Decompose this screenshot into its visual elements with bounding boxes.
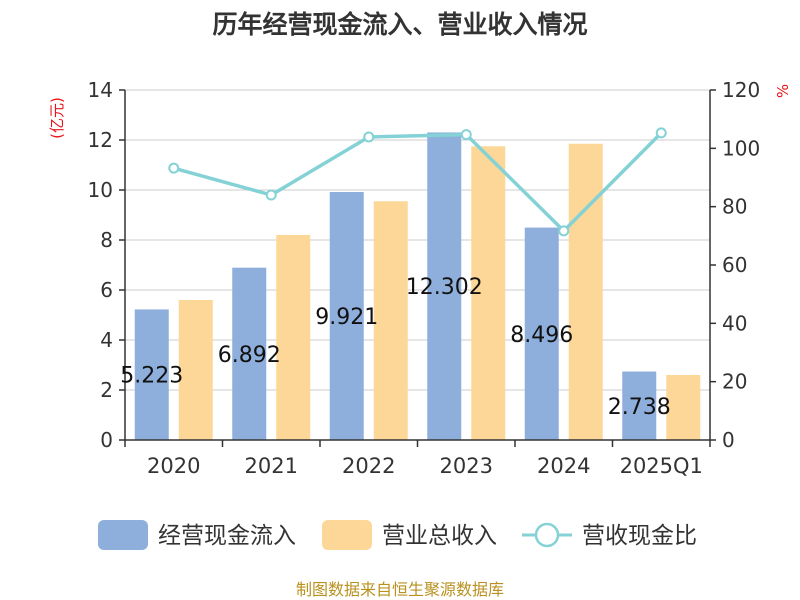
- x-tick-label: 2025Q1: [620, 454, 703, 478]
- right-tick-label: 0: [722, 428, 735, 452]
- bar-revenue: [178, 300, 213, 440]
- legend-label-ratio: 营收现金比: [582, 523, 697, 549]
- ratio-line: [168, 127, 667, 237]
- ratio-point: [363, 131, 375, 143]
- ratio-point: [558, 225, 570, 237]
- right-tick-label: 60: [722, 253, 747, 277]
- left-tick-label: 4: [100, 328, 113, 352]
- right-tick-label: 80: [722, 195, 747, 219]
- chart-title: 历年经营现金流入、营业收入情况: [212, 10, 587, 39]
- ratio-polyline: [173, 131, 663, 233]
- legend-label-cash-inflow: 经营现金流入: [158, 523, 296, 549]
- ratio-point: [265, 189, 277, 201]
- legend[interactable]: 经营现金流入 营业总收入 营收现金比: [98, 520, 697, 550]
- bar-value-label: 9.921: [315, 305, 378, 330]
- right-tick-label: 120: [722, 78, 760, 102]
- x-tick-label: 2022: [342, 454, 395, 478]
- bar-revenue: [471, 146, 506, 440]
- bars: [134, 132, 701, 440]
- legend-label-revenue: 营业总收入: [382, 523, 497, 549]
- axes: 0 2 4 6 8 10 12 14 0 20 40 60 80 100 120 2020 2021 2022 20…: [88, 78, 761, 478]
- x-tick-label: 2020: [147, 454, 200, 478]
- x-tick-label: 2024: [537, 454, 590, 478]
- bar-cash-inflow: [427, 132, 462, 440]
- bar-revenue: [373, 201, 408, 440]
- bar-value-label: 2.738: [608, 395, 671, 420]
- bar-value-label: 8.496: [510, 323, 573, 348]
- legend-swatch-revenue: [322, 520, 372, 550]
- right-tick-label: 100: [722, 136, 760, 160]
- ratio-point: [655, 127, 667, 139]
- bar-cash-inflow: [524, 227, 559, 440]
- gridlines: [125, 89, 710, 391]
- bar-cash-inflow: [134, 309, 169, 440]
- right-tick-label: 40: [722, 311, 747, 335]
- left-tick-label: 6: [100, 278, 113, 302]
- bar-revenue: [276, 235, 311, 440]
- bar-cash-inflow: [622, 371, 657, 440]
- x-tick-label: 2021: [245, 454, 298, 478]
- x-tick-label: 2023: [440, 454, 493, 478]
- ratio-point: [168, 162, 180, 174]
- bar-revenue: [568, 143, 603, 440]
- left-tick-label: 2: [100, 378, 113, 402]
- ratio-point: [460, 129, 472, 141]
- right-tick-label: 20: [722, 370, 747, 394]
- bar-value-label: 12.302: [406, 275, 483, 300]
- source-note: 制图数据来自恒生聚源数据库: [296, 580, 504, 599]
- left-tick-label: 8: [100, 228, 113, 252]
- bar-revenue: [666, 375, 701, 440]
- bar-value-label: 5.223: [120, 364, 183, 389]
- bar-value-labels: 5.223 6.892 9.921 12.302 8.496 2.738: [120, 275, 670, 420]
- legend-marker-ratio: [534, 522, 560, 548]
- left-tick-label: 12: [88, 128, 113, 152]
- left-tick-label: 10: [88, 178, 113, 202]
- bar-cash-inflow: [329, 191, 364, 440]
- legend-swatch-cash-inflow: [98, 520, 148, 550]
- bar-value-label: 6.892: [218, 343, 281, 368]
- right-axis-unit: %: [774, 84, 792, 98]
- left-axis-unit: (亿元): [48, 97, 66, 139]
- left-tick-label: 0: [100, 428, 113, 452]
- left-tick-label: 14: [88, 78, 113, 102]
- bar-cash-inflow: [232, 267, 267, 440]
